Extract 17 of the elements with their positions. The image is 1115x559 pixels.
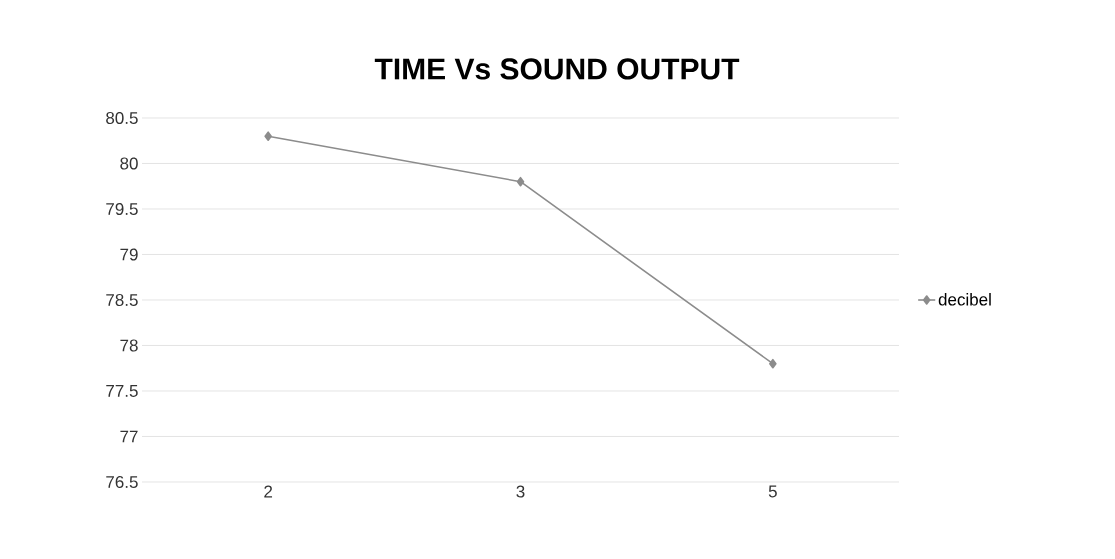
x-tick-label: 2 [264, 485, 273, 498]
point [264, 131, 272, 141]
chart-title: TIME Vs SOUND OUTPUT [374, 58, 740, 80]
x-tick-label: 3 [516, 485, 525, 498]
point [769, 358, 777, 369]
y-tick-label: 79 [120, 248, 138, 261]
y-tick-label: 80.5 [106, 111, 138, 125]
y-tick-label: 77 [120, 430, 138, 443]
x-tick-label: 5 [768, 485, 777, 498]
y-tick-label: 77.5 [106, 385, 138, 397]
y-tick-label: 80 [120, 157, 138, 170]
point [516, 176, 525, 187]
legend-label: decibel [938, 293, 991, 306]
y-tick-label: 78 [120, 339, 138, 352]
y-tick-label: 79.5 [106, 202, 138, 216]
y-tick-label: 76.5 [106, 475, 138, 489]
y-tick-label: 78.5 [106, 293, 138, 307]
